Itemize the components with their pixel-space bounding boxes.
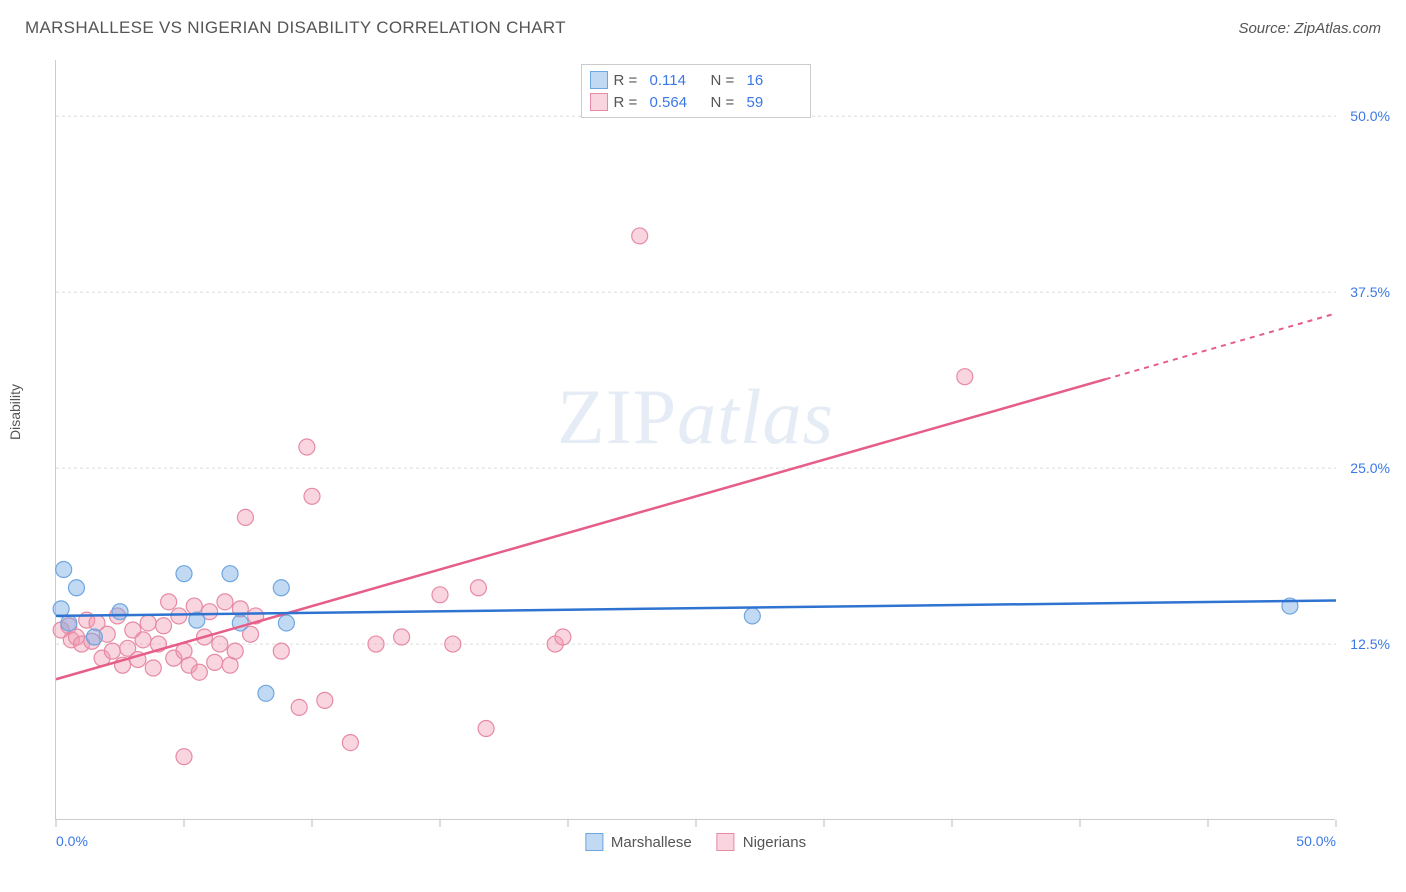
legend-swatch xyxy=(717,833,735,851)
point-nigerians xyxy=(445,636,461,652)
point-nigerians xyxy=(156,618,172,634)
y-tick-label: 25.0% xyxy=(1350,460,1390,476)
point-marshallese xyxy=(273,580,289,596)
legend-swatch xyxy=(590,71,608,89)
point-nigerians xyxy=(304,488,320,504)
point-nigerians xyxy=(342,735,358,751)
point-marshallese xyxy=(53,601,69,617)
point-nigerians xyxy=(135,632,151,648)
point-nigerians xyxy=(394,629,410,645)
x-tick-label-left: 0.0% xyxy=(56,833,88,849)
point-marshallese xyxy=(222,566,238,582)
point-nigerians xyxy=(140,615,156,631)
legend-n-value: 59 xyxy=(747,94,802,111)
legend-r-label: R = xyxy=(614,72,644,89)
point-nigerians xyxy=(186,598,202,614)
point-nigerians xyxy=(470,580,486,596)
legend-series-item: Marshallese xyxy=(585,833,692,851)
point-nigerians xyxy=(432,587,448,603)
point-marshallese xyxy=(258,685,274,701)
legend-series-label: Nigerians xyxy=(743,834,806,851)
chart-wrapper: Disability ZIPatlas R =0.114N =16R =0.56… xyxy=(20,50,1386,870)
legend-n-label: N = xyxy=(711,94,741,111)
point-nigerians xyxy=(237,509,253,525)
point-nigerians xyxy=(299,439,315,455)
point-marshallese xyxy=(61,615,77,631)
point-nigerians xyxy=(317,692,333,708)
y-axis-label: Disability xyxy=(7,384,23,440)
point-nigerians xyxy=(171,608,187,624)
point-nigerians xyxy=(191,664,207,680)
point-nigerians xyxy=(104,643,120,659)
point-marshallese xyxy=(176,566,192,582)
legend-r-value: 0.114 xyxy=(650,72,705,89)
legend-swatch xyxy=(585,833,603,851)
y-tick-label: 12.5% xyxy=(1350,636,1390,652)
y-tick-label: 50.0% xyxy=(1350,108,1390,124)
legend-n-label: N = xyxy=(711,72,741,89)
point-nigerians xyxy=(632,228,648,244)
point-nigerians xyxy=(957,369,973,385)
legend-correlation: R = 0.114 N = 16 R = 0.564 N = 59 xyxy=(581,64,811,118)
point-nigerians xyxy=(207,654,223,670)
plot-area: ZIPatlas R =0.114N =16R =0.564N =59 Mars… xyxy=(55,60,1335,820)
point-nigerians xyxy=(212,636,228,652)
legend-series: Marshallese Nigerians xyxy=(585,833,806,851)
point-marshallese xyxy=(744,608,760,624)
legend-swatch xyxy=(590,93,608,111)
point-marshallese xyxy=(278,615,294,631)
legend-r-label: R = xyxy=(614,94,644,111)
point-nigerians xyxy=(555,629,571,645)
point-nigerians xyxy=(478,721,494,737)
chart-source: Source: ZipAtlas.com xyxy=(1238,20,1381,37)
legend-correlation-row: R = 0.114 N = 16 xyxy=(590,69,802,91)
point-nigerians xyxy=(291,699,307,715)
point-nigerians xyxy=(161,594,177,610)
plot-svg xyxy=(56,60,1335,819)
legend-series-item: Nigerians xyxy=(717,833,806,851)
legend-series-label: Marshallese xyxy=(611,834,692,851)
chart-title: MARSHALLESE VS NIGERIAN DISABILITY CORRE… xyxy=(25,18,566,38)
legend-r-value: 0.564 xyxy=(650,94,705,111)
point-marshallese xyxy=(68,580,84,596)
point-nigerians xyxy=(227,643,243,659)
y-tick-label: 37.5% xyxy=(1350,284,1390,300)
point-marshallese xyxy=(112,604,128,620)
point-nigerians xyxy=(273,643,289,659)
point-marshallese xyxy=(86,629,102,645)
point-nigerians xyxy=(368,636,384,652)
point-nigerians xyxy=(217,594,233,610)
point-nigerians xyxy=(176,749,192,765)
legend-n-value: 16 xyxy=(747,72,802,89)
point-nigerians xyxy=(145,660,161,676)
point-marshallese xyxy=(56,561,72,577)
x-tick-label-right: 50.0% xyxy=(1296,833,1336,849)
legend-correlation-row: R = 0.564 N = 59 xyxy=(590,91,802,113)
